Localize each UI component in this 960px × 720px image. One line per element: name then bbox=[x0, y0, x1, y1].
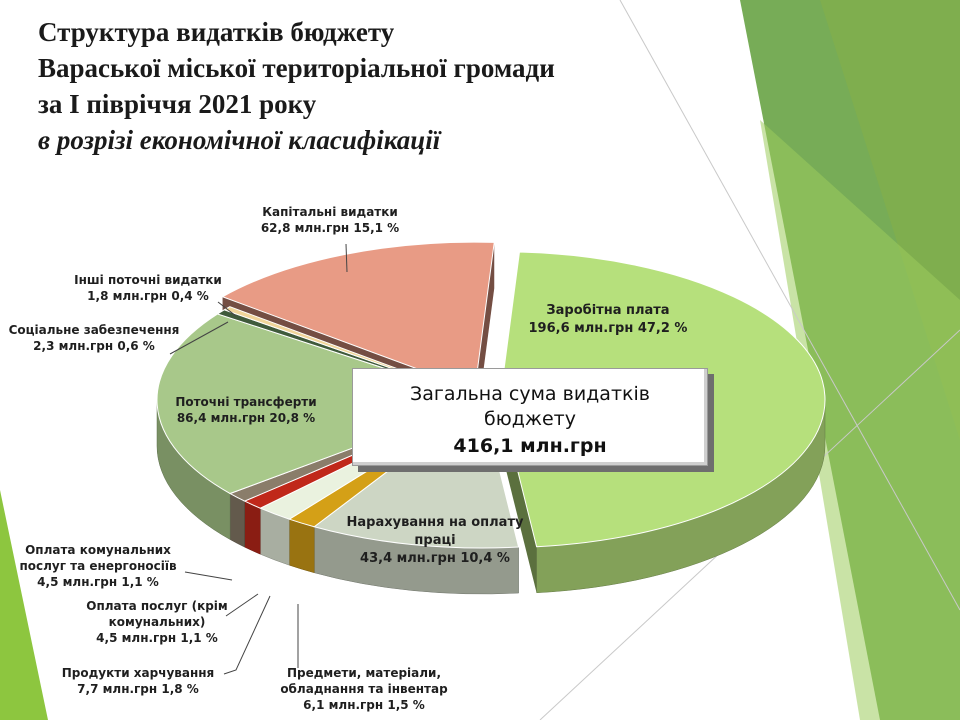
pie-side-2-0 bbox=[289, 518, 315, 574]
total-sum-box: Загальна сума видатків бюджету 416,1 млн… bbox=[352, 368, 708, 466]
label-transferty-name: Поточні трансферти bbox=[175, 395, 317, 409]
label-zarplata: Заробітна плата 196,6 млн.грн 47,2 % bbox=[508, 302, 708, 338]
label-inshi-value: 1,8 млн.грн 0,4 % bbox=[87, 289, 209, 303]
label-predmety-name2: обладнання та інвентар bbox=[280, 682, 448, 696]
label-transferty-value: 86,4 млн.грн 20,8 % bbox=[176, 411, 316, 425]
label-sotsialne: Соціальне забезпечення 2,3 млн.грн 0,6 % bbox=[8, 322, 180, 354]
label-predmety-value: 6,1 млн.грн 1,5 % bbox=[303, 698, 425, 712]
label-komunalni-value: 4,5 млн.грн 1,1 % bbox=[37, 575, 159, 589]
label-predmety: Предмети, матеріали, обладнання та інвен… bbox=[268, 665, 460, 713]
label-narahuvannia-name1: Нарахування на оплату bbox=[346, 515, 524, 530]
total-label-line1: Загальна сума видатків bbox=[410, 383, 650, 405]
total-amount: 416,1 млн.грн bbox=[453, 435, 607, 457]
label-transferty: Поточні трансферти 86,4 млн.грн 20,8 % bbox=[152, 394, 340, 426]
leader-komunalni bbox=[184, 571, 233, 581]
label-posluhy-value: 4,5 млн.грн 1,1 % bbox=[96, 631, 218, 645]
label-posluhy-name2: комунальних) bbox=[108, 615, 206, 629]
label-kapitalni-name: Капітальні видатки bbox=[262, 205, 398, 219]
title-line-1: Структура видатків бюджету bbox=[38, 17, 395, 47]
label-kapitalni-value: 62,8 млн.грн 15,1 % bbox=[260, 221, 400, 235]
leader-kapitalni bbox=[345, 243, 348, 273]
pie-slice-9 bbox=[221, 241, 495, 391]
label-komunalni: Оплата комунальних послуг та енергоносії… bbox=[10, 542, 186, 590]
pie-slice-6 bbox=[156, 313, 484, 495]
deco-triangle-left bbox=[0, 490, 48, 720]
pie-side-5-0 bbox=[229, 493, 245, 548]
title-line-4: в розрізі економічної класифікації bbox=[38, 125, 441, 155]
label-produkty-name: Продукти харчування bbox=[61, 666, 215, 680]
page-title: Структура видатків бюджету Вараської міс… bbox=[38, 14, 555, 158]
leader-posluhy bbox=[225, 593, 259, 617]
pie-side-4-0 bbox=[244, 500, 261, 555]
leader-produkty bbox=[223, 595, 271, 675]
label-produkty: Продукти харчування 7,7 млн.грн 1,8 % bbox=[52, 665, 224, 697]
label-produkty-value: 7,7 млн.грн 1,8 % bbox=[77, 682, 199, 696]
label-komunalni-name1: Оплата комунальних bbox=[25, 543, 171, 557]
label-zarplata-name: Заробітна плата bbox=[546, 303, 670, 318]
label-sotsialne-value: 2,3 млн.грн 0,6 % bbox=[33, 339, 155, 353]
label-inshi: Інші поточні видатки 1,8 млн.грн 0,4 % bbox=[64, 272, 232, 304]
leader-inshi bbox=[217, 301, 237, 317]
total-label-line2: бюджету bbox=[484, 408, 576, 430]
leader-sotsialne bbox=[169, 321, 229, 355]
label-zarplata-value: 196,6 млн.грн 47,2 % bbox=[528, 321, 688, 336]
deco-line-a bbox=[619, 0, 960, 611]
label-predmety-name1: Предмети, матеріали, bbox=[286, 666, 442, 680]
label-kapitalni: Капітальні видатки 62,8 млн.грн 15,1 % bbox=[250, 204, 410, 236]
leader-lines bbox=[169, 243, 348, 675]
title-line-3: за I півріччя 2021 року bbox=[38, 89, 317, 119]
label-komunalni-name2: послуг та енергоносіїв bbox=[19, 559, 177, 573]
label-narahuvannia-value: 43,4 млн.грн 10,4 % bbox=[360, 551, 510, 566]
label-posluhy: Оплата послуг (крім комунальних) 4,5 млн… bbox=[76, 598, 238, 646]
label-narahuvannia: Нарахування на оплату праці 43,4 млн.грн… bbox=[340, 514, 530, 568]
title-line-2: Вараської міської територіальної громади bbox=[38, 53, 555, 83]
label-narahuvannia-name2: праці bbox=[414, 533, 456, 548]
deco-triangle-light bbox=[760, 120, 960, 720]
label-posluhy-name1: Оплата послуг (крім bbox=[86, 599, 228, 613]
label-inshi-name: Інші поточні видатки bbox=[74, 273, 222, 287]
label-sotsialne-name: Соціальне забезпечення bbox=[8, 323, 180, 337]
